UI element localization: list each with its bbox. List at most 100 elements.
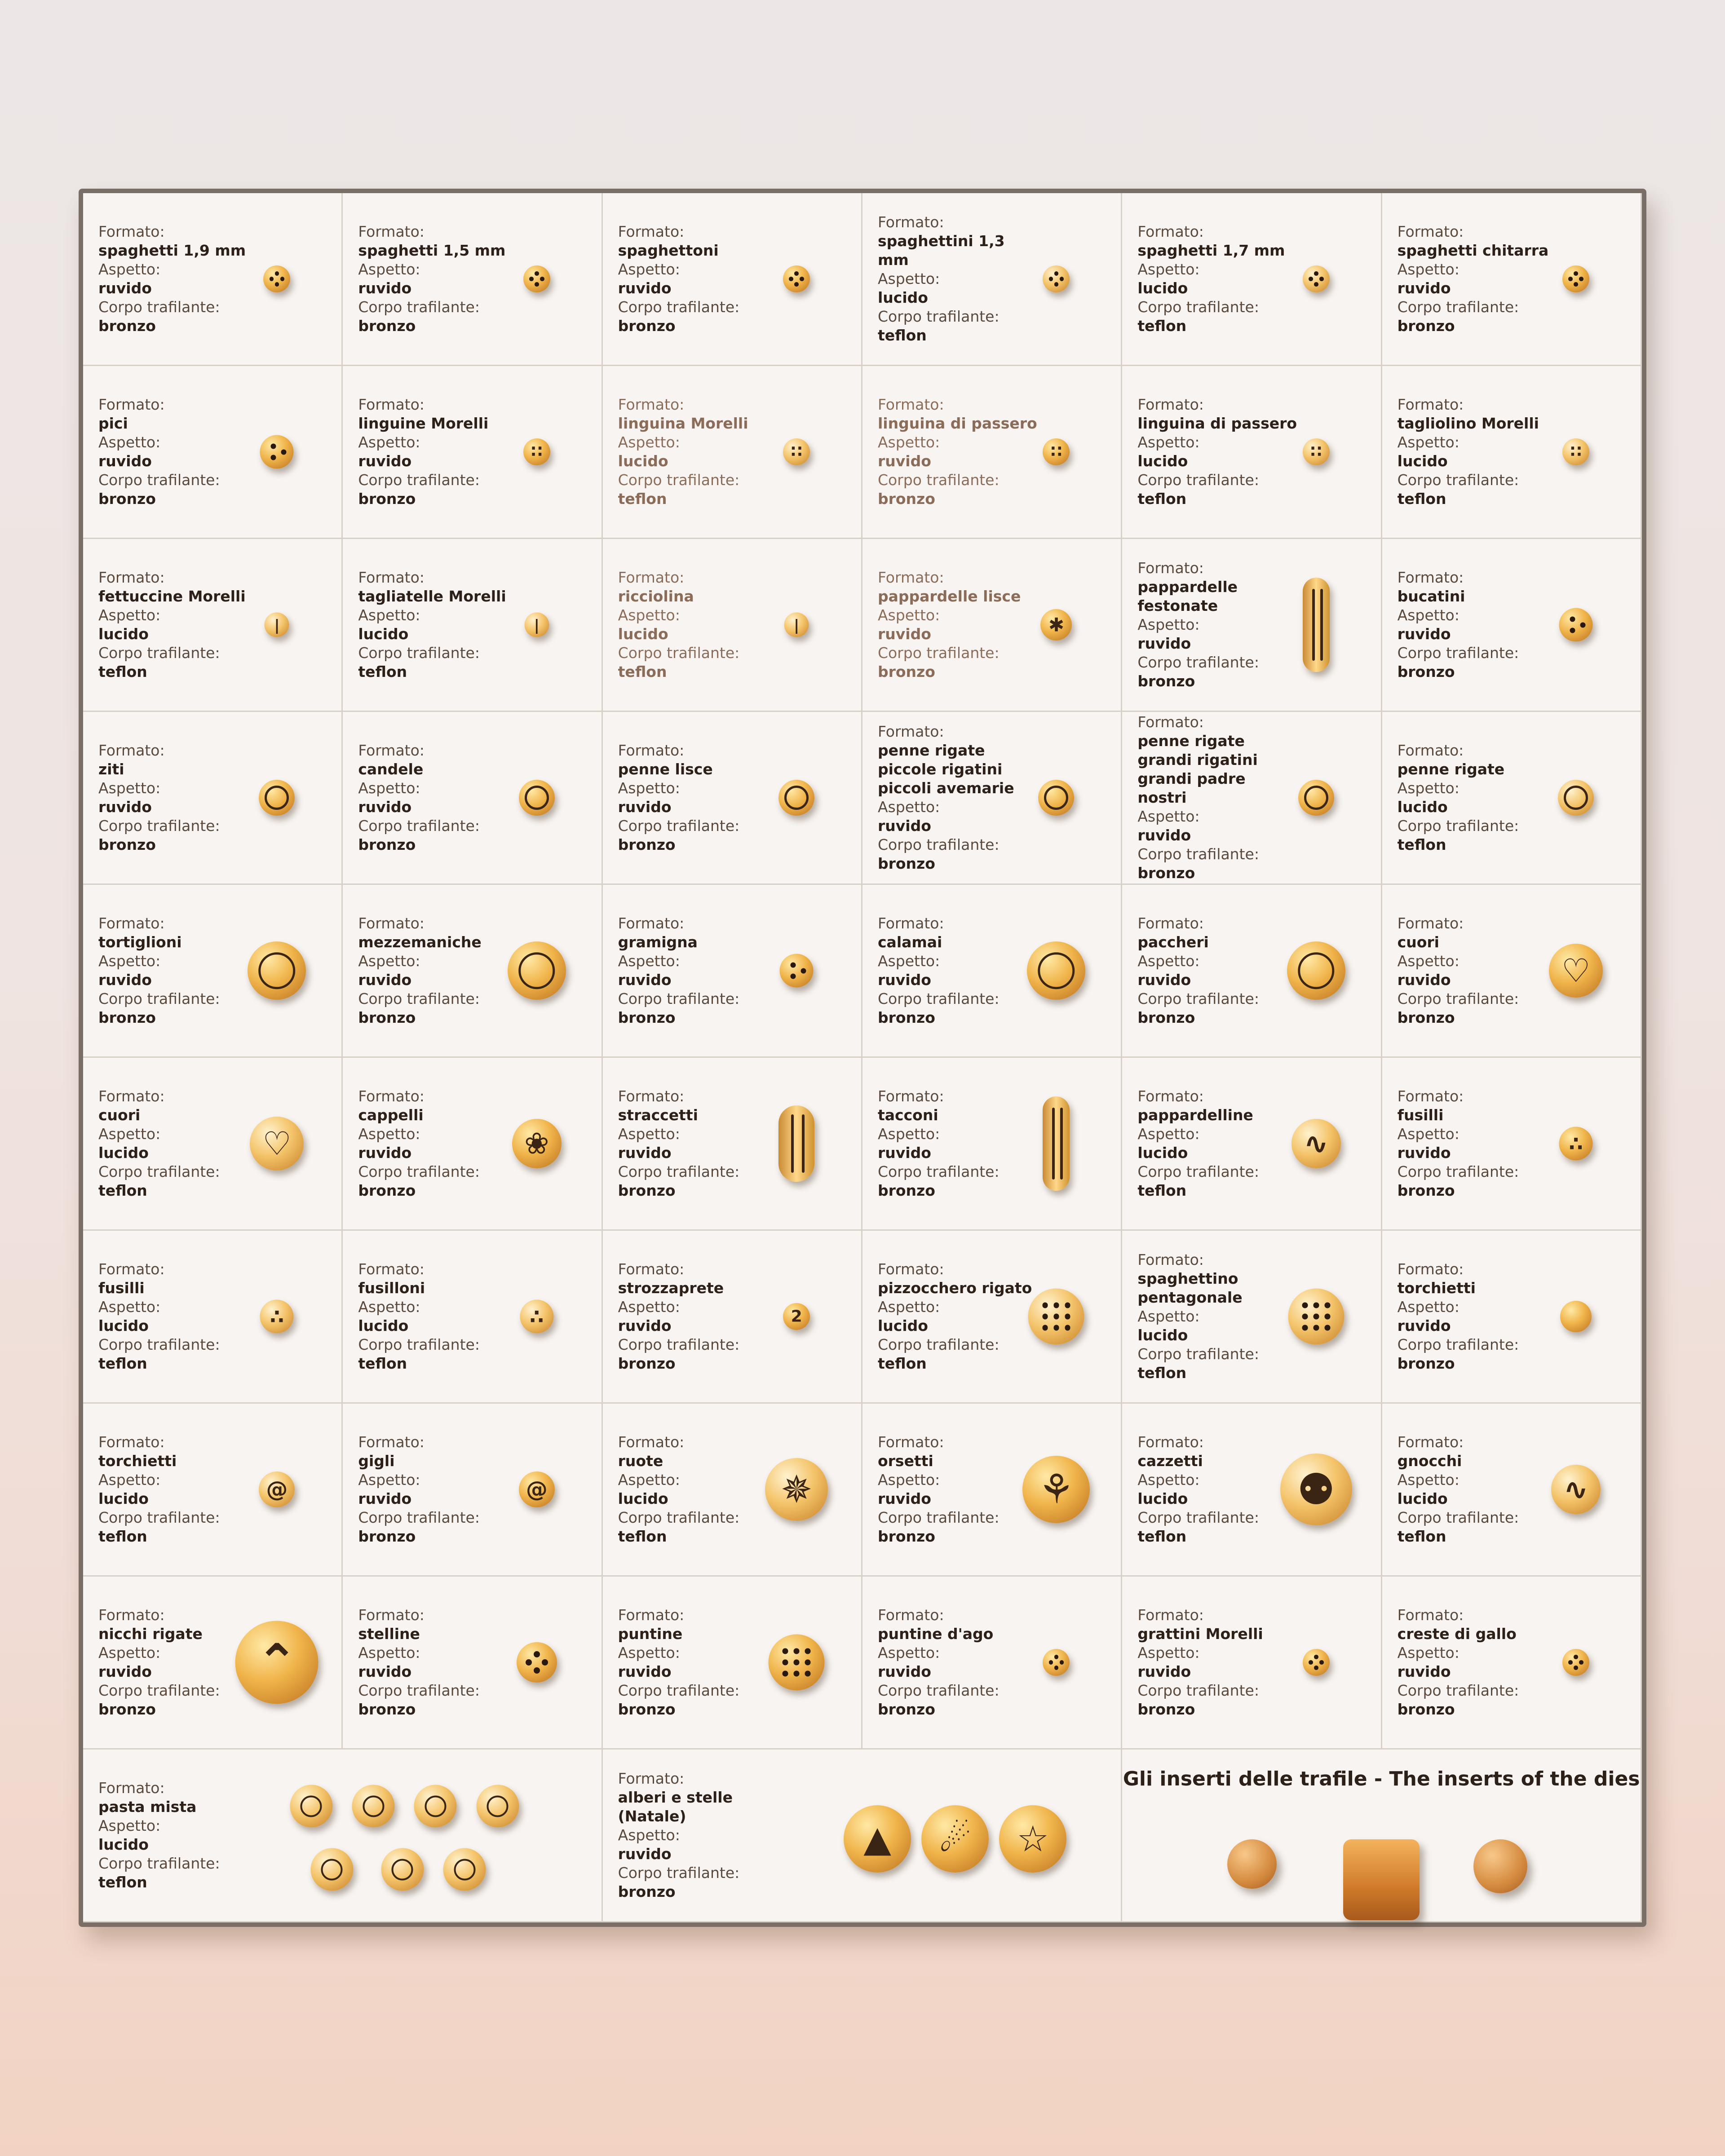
aspect-value: lucido [358, 1317, 409, 1334]
die-hole [1574, 271, 1578, 276]
format-label: Formato: [98, 1260, 165, 1278]
body-value: teflon [1137, 490, 1187, 508]
format-label: Formato: [1137, 1606, 1204, 1624]
format-value: gigli [358, 1452, 395, 1470]
die-insert [1287, 941, 1345, 1000]
die-info: Formato: alberi e stelle (Natale) Aspetto:… [618, 1769, 780, 1901]
body-label: Corpo trafilante: [1397, 990, 1519, 1007]
die-insert: ∷ [1302, 438, 1330, 465]
format-label: Formato: [98, 1779, 165, 1797]
die-hole [1324, 1313, 1331, 1320]
die-hole [1319, 277, 1324, 281]
aspect-value: ruvido [618, 1144, 672, 1162]
die-hole [800, 277, 804, 281]
die-shape: | [274, 616, 280, 634]
aspect-label: Aspetto: [1397, 433, 1460, 451]
die-card: Formato: cuori Aspetto: ruvido Corpo trafila… [1382, 885, 1642, 1058]
aspect-value: lucido [618, 452, 668, 470]
die-hole [540, 277, 544, 281]
aspect-value: lucido [1397, 798, 1448, 816]
die-card: Formato: pizzocchero rigato Aspetto: lucido… [862, 1231, 1123, 1404]
format-label: Formato: [358, 223, 425, 240]
die-hole [793, 1648, 800, 1654]
aspect-value: ruvido [877, 971, 931, 989]
format-value: cuori [98, 1106, 141, 1124]
format-value: spaghettoni [618, 242, 719, 259]
body-value: bronzo [358, 1009, 416, 1026]
die-hole [1309, 277, 1313, 281]
die-insert: ∿ [1291, 1119, 1341, 1168]
format-value: grattini Morelli [1137, 1625, 1263, 1643]
die-ring [258, 952, 296, 989]
format-label: Formato: [618, 742, 685, 759]
die-hole [793, 1659, 800, 1666]
die-hole [1314, 271, 1318, 276]
die-insert: | [784, 612, 809, 637]
aspect-label: Aspetto: [618, 433, 680, 451]
die-card: Formato: torchietti Aspetto: lucido Corpo tr… [83, 1404, 343, 1577]
body-value: teflon [1137, 317, 1187, 335]
die-info: Formato: mezzemaniche Aspetto: ruvido Corpo … [358, 914, 520, 1027]
die-shape: | [534, 616, 540, 634]
aspect-value: lucido [877, 1317, 928, 1334]
aspect-label: Aspetto: [618, 1471, 680, 1489]
body-value: teflon [877, 1355, 927, 1372]
aspect-value: ruvido [1137, 826, 1191, 844]
format-value: spaghettini 1,3 mm [877, 232, 1005, 269]
format-value: tagliolino Morelli [1397, 415, 1539, 432]
die-display-board: Formato: spaghetti 1,9 mm Aspetto: ruvido Co… [79, 189, 1646, 1927]
aspect-label: Aspetto: [1137, 1308, 1200, 1325]
body-label: Corpo trafilante: [618, 1509, 740, 1526]
body-value: bronzo [1137, 864, 1195, 882]
body-value: teflon [98, 1528, 147, 1545]
die-hole [1570, 616, 1575, 622]
die-info: Formato: straccetti Aspetto: ruvido Corpo tr… [618, 1087, 780, 1200]
aspect-label: Aspetto: [1137, 261, 1200, 278]
body-value: bronzo [618, 1182, 676, 1199]
aspect-value: ruvido [98, 971, 152, 989]
aspect-label: Aspetto: [358, 1125, 420, 1143]
die-shape: ∿ [1304, 1126, 1329, 1161]
body-label: Corpo trafilante: [618, 1864, 740, 1882]
format-value: paccheri [1137, 933, 1209, 951]
die-hole [1059, 1660, 1064, 1665]
die-insert [1558, 780, 1594, 816]
format-value: tagliatelle Morelli [358, 588, 506, 605]
format-label: Formato: [1397, 1606, 1464, 1624]
die-ring [425, 1795, 447, 1817]
body-label: Corpo trafilante: [1137, 1509, 1259, 1526]
aspect-value: ruvido [358, 279, 412, 297]
die-insert: @ [259, 1471, 295, 1507]
die-insert [516, 1642, 557, 1683]
die-info: Formato: penne rigate grandi rigatini gra… [1137, 713, 1299, 883]
die-hole [1324, 1302, 1331, 1308]
die-card: Formato: linguina di passero Aspetto: lucid… [1122, 366, 1382, 539]
aspect-value: ruvido [1397, 971, 1451, 989]
body-value: bronzo [358, 1528, 416, 1545]
die-info: Formato: stelline Aspetto: ruvido Corpo traf… [358, 1606, 520, 1719]
die-info: Formato: tagliatelle Morelli Aspetto: lucid… [358, 568, 520, 681]
die-card: Formato: ruote Aspetto: lucido Corpo trafila… [602, 1404, 862, 1577]
die-shape: ✱ [1048, 614, 1065, 636]
aspect-value: ruvido [877, 452, 931, 470]
die-shape: @ [526, 1477, 548, 1502]
body-label: Corpo trafilante: [877, 990, 1000, 1007]
format-label: Formato: [877, 723, 944, 740]
body-value: teflon [98, 663, 147, 680]
aspect-value: ruvido [618, 798, 672, 816]
body-label: Corpo trafilante: [618, 990, 740, 1007]
aspect-label: Aspetto: [1397, 1471, 1460, 1489]
format-value: tacconi [877, 1106, 938, 1124]
aspect-label: Aspetto: [358, 433, 420, 451]
die-ring [487, 1795, 509, 1817]
die-card: Formato: tagliatelle Morelli Aspetto: lucid… [343, 539, 603, 712]
format-label: Formato: [1397, 1087, 1464, 1105]
die-card: Formato: pici Aspetto: ruvido Corpo trafilan… [83, 366, 343, 539]
body-label: Corpo trafilante: [618, 1336, 740, 1353]
format-label: Formato: [877, 1433, 944, 1451]
format-label: Formato: [1397, 1433, 1464, 1451]
die-hole [1059, 277, 1064, 281]
die-card: Formato: puntine d'ago Aspetto: ruvido Corpo… [862, 1577, 1123, 1750]
die-insert [778, 780, 815, 816]
die-card: Formato: spaghettoni Aspetto: ruvido Corpo t… [602, 193, 862, 366]
